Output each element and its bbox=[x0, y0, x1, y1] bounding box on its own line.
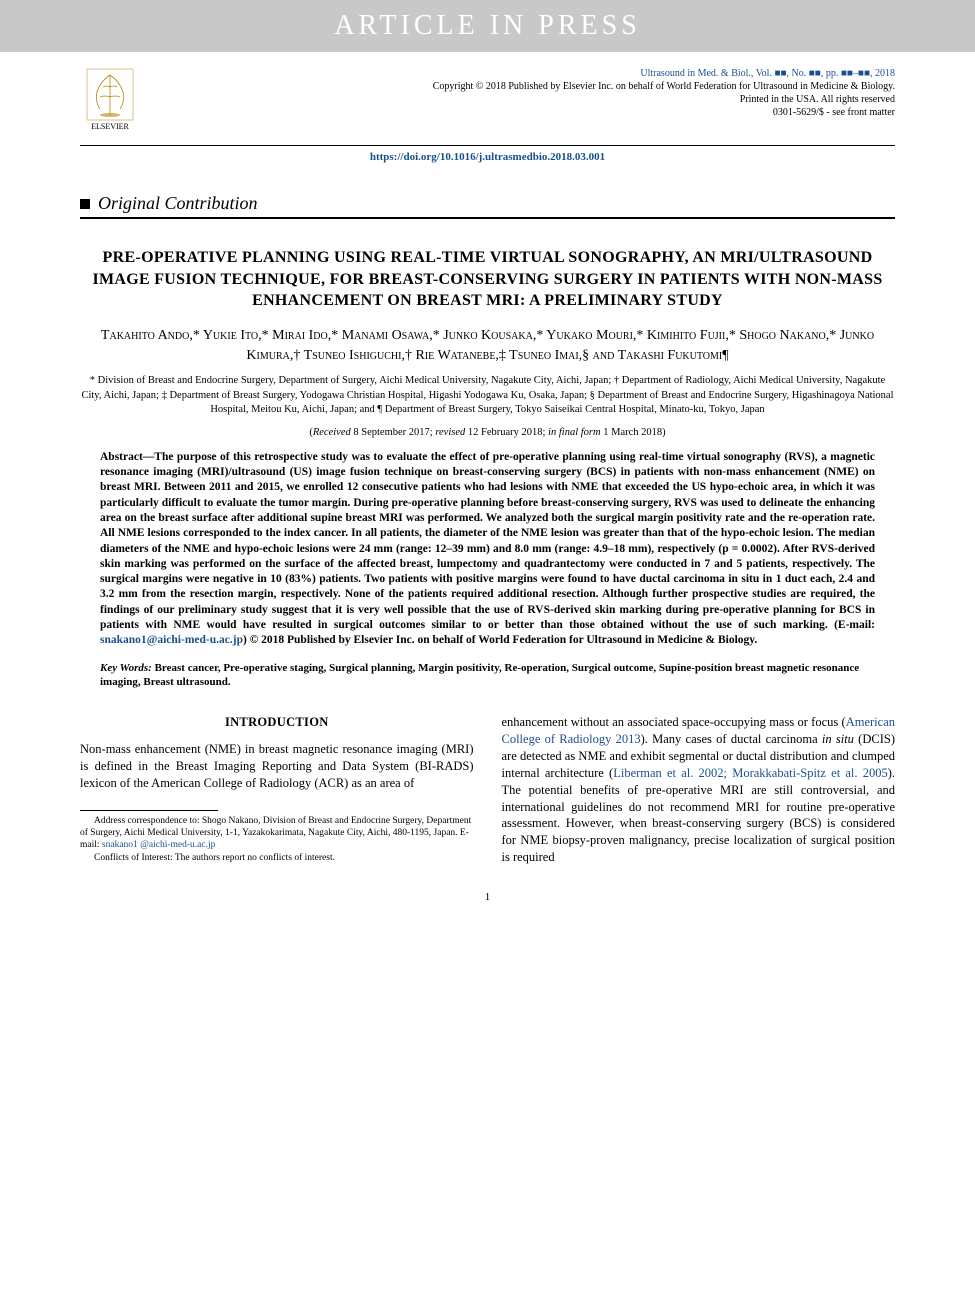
elsevier-tree-icon bbox=[85, 67, 135, 122]
right-column: enhancement without an associated space-… bbox=[502, 714, 896, 866]
footnote-separator bbox=[80, 810, 218, 811]
abstract: Abstract—The purpose of this retrospecti… bbox=[100, 450, 875, 649]
intro-paragraph-1: Non-mass enhancement (NME) in breast mag… bbox=[80, 741, 474, 792]
page-number: 1 bbox=[80, 891, 895, 903]
divider bbox=[80, 145, 895, 146]
section-type-label: Original Contribution bbox=[98, 193, 258, 214]
received-label: Received bbox=[313, 427, 351, 438]
elsevier-logo: ELSEVIER bbox=[80, 67, 140, 137]
thick-divider bbox=[80, 217, 895, 219]
doi-link[interactable]: https://doi.org/10.1016/j.ultrasmedbio.2… bbox=[80, 151, 895, 163]
received-date: 8 September 2017 bbox=[353, 427, 429, 438]
body-columns: INTRODUCTION Non-mass enhancement (NME) … bbox=[80, 714, 895, 866]
final-date: 1 March 2018 bbox=[603, 427, 662, 438]
citation-liberman[interactable]: Liberman et al. 2002; Morakkabati-Spitz … bbox=[613, 766, 887, 780]
article-dates: (Received 8 September 2017; revised 12 F… bbox=[80, 427, 895, 438]
correspondence-footnote: Address correspondence to: Shogo Nakano,… bbox=[80, 815, 474, 852]
abstract-tail: ) © 2018 Published by Elsevier Inc. on b… bbox=[243, 634, 757, 646]
revised-label: revised bbox=[435, 427, 465, 438]
coi-footnote: Conflicts of Interest: The authors repor… bbox=[80, 852, 474, 864]
correspondence-email[interactable]: snakano1 @aichi-med-u.ac.jp bbox=[102, 840, 215, 850]
copyright-line: Copyright © 2018 Published by Elsevier I… bbox=[433, 80, 895, 93]
keywords-text: Breast cancer, Pre-operative staging, Su… bbox=[100, 662, 859, 689]
abstract-email[interactable]: snakano1@aichi-med-u.ac.jp bbox=[100, 634, 243, 646]
keywords-label: Key Words: bbox=[100, 662, 152, 674]
intro-text-d: ). The potential benefits of pre-operati… bbox=[502, 766, 896, 864]
issn-line: 0301-5629/$ - see front matter bbox=[433, 106, 895, 119]
intro-text-b: ). Many cases of ductal carcinoma bbox=[641, 732, 822, 746]
journal-info-row: ELSEVIER Ultrasound in Med. & Biol., Vol… bbox=[80, 67, 895, 137]
affiliations: * Division of Breast and Endocrine Surge… bbox=[80, 374, 895, 417]
intro-paragraph-2: enhancement without an associated space-… bbox=[502, 714, 896, 866]
in-situ-italic: in situ bbox=[822, 732, 854, 746]
article-in-press-banner: ARTICLE IN PRESS bbox=[0, 0, 975, 52]
author-list: Takahito Ando,* Yukie Ito,* Mirai Ido,* … bbox=[80, 326, 895, 367]
footnotes: Address correspondence to: Shogo Nakano,… bbox=[80, 815, 474, 864]
page-content: ELSEVIER Ultrasound in Med. & Biol., Vol… bbox=[0, 52, 975, 943]
elsevier-label: ELSEVIER bbox=[91, 122, 129, 131]
abstract-label: Abstract— bbox=[100, 451, 154, 463]
journal-citation: Ultrasound in Med. & Biol., Vol. ■■, No.… bbox=[433, 67, 895, 80]
left-column: INTRODUCTION Non-mass enhancement (NME) … bbox=[80, 714, 474, 866]
bullet-icon bbox=[80, 199, 90, 209]
article-title: PRE-OPERATIVE PLANNING USING REAL-TIME V… bbox=[80, 247, 895, 312]
intro-text-a: enhancement without an associated space-… bbox=[502, 715, 846, 729]
final-label: in final form bbox=[548, 427, 601, 438]
revised-date: 12 February 2018 bbox=[468, 427, 543, 438]
abstract-body: The purpose of this retrospective study … bbox=[100, 451, 875, 631]
introduction-heading: INTRODUCTION bbox=[80, 714, 474, 731]
section-type: Original Contribution bbox=[80, 193, 895, 214]
printed-line: Printed in the USA. All rights reserved bbox=[433, 93, 895, 106]
keywords: Key Words: Breast cancer, Pre-operative … bbox=[100, 661, 875, 691]
journal-meta: Ultrasound in Med. & Biol., Vol. ■■, No.… bbox=[433, 67, 895, 119]
